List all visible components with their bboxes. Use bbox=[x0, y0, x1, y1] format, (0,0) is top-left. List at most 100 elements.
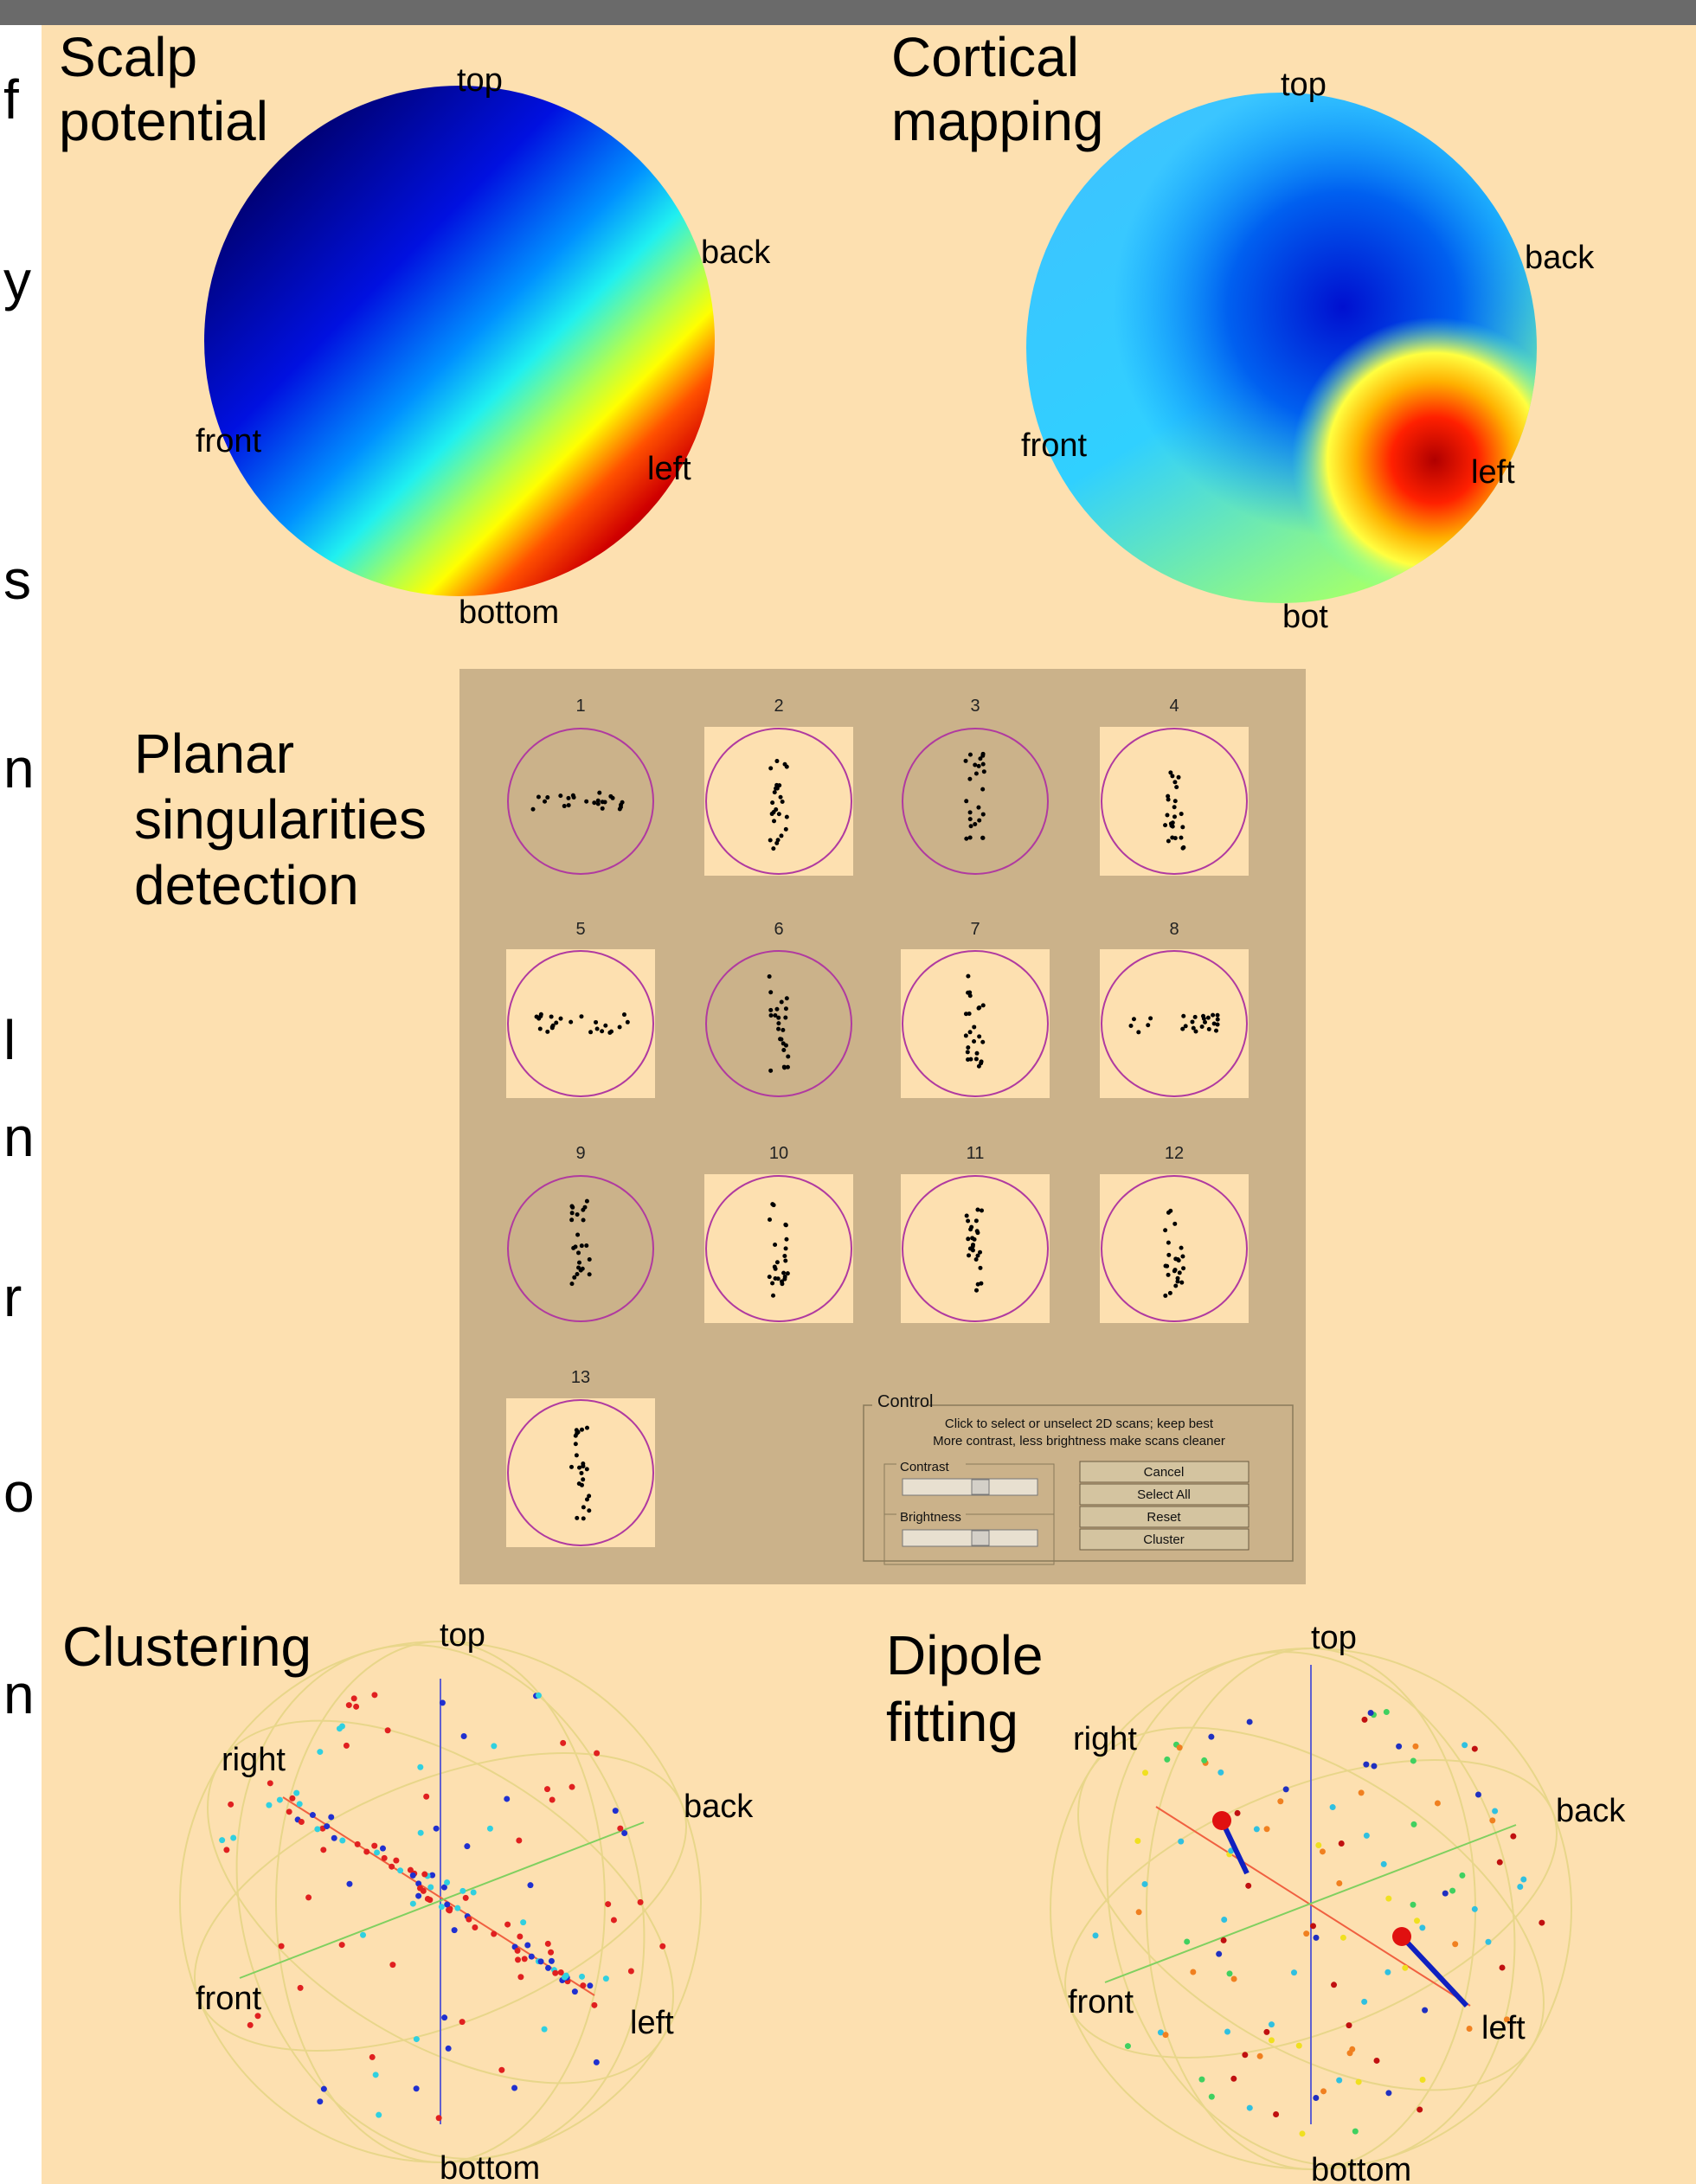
scan[interactable]: 4 bbox=[1100, 697, 1249, 876]
scan-dot bbox=[1174, 785, 1179, 790]
control-instruction: More contrast, less brightness make scan… bbox=[933, 1434, 1225, 1449]
scan-dot bbox=[976, 763, 981, 768]
scan[interactable]: 1 bbox=[507, 697, 654, 875]
data-dot bbox=[486, 1825, 493, 1832]
scan-dot bbox=[973, 762, 978, 768]
orientation-label: right bbox=[1073, 1721, 1137, 1757]
scan-dot bbox=[967, 752, 973, 757]
data-dot bbox=[1291, 1969, 1298, 1976]
scan-dot bbox=[784, 996, 789, 1001]
data-dot bbox=[504, 1795, 511, 1802]
scan-dot bbox=[570, 793, 575, 798]
scan-dot bbox=[575, 1212, 580, 1217]
scan-dot bbox=[1179, 835, 1184, 840]
scan-dot bbox=[573, 1433, 578, 1438]
data-dot bbox=[1141, 1880, 1148, 1887]
scan-dot bbox=[587, 1272, 592, 1277]
scan-dot bbox=[774, 807, 779, 813]
scan-dot bbox=[975, 1230, 980, 1236]
scan[interactable]: 8 bbox=[1100, 920, 1249, 1098]
data-dot bbox=[1410, 1757, 1417, 1764]
scan-number: 10 bbox=[769, 1144, 788, 1163]
scan-dot bbox=[625, 1019, 630, 1025]
data-dot bbox=[1452, 1941, 1459, 1948]
scan-dot bbox=[594, 1026, 600, 1031]
scan-number: 7 bbox=[970, 920, 980, 939]
scan-dot bbox=[566, 803, 571, 808]
data-dot bbox=[446, 1907, 453, 1914]
scan-number: 13 bbox=[571, 1368, 590, 1387]
button[interactable]: Cluster bbox=[1079, 1528, 1250, 1551]
scan-dot bbox=[538, 1012, 543, 1017]
scan[interactable]: 5 bbox=[506, 920, 655, 1098]
data-dot bbox=[1329, 1804, 1336, 1811]
data-dot bbox=[1471, 1905, 1478, 1912]
data-dot bbox=[354, 1840, 361, 1847]
scan-dot bbox=[581, 1505, 586, 1510]
text-fragment: l bbox=[3, 1009, 16, 1071]
data-dot bbox=[1092, 1932, 1099, 1939]
data-dot bbox=[1336, 2077, 1343, 2084]
scan-dot bbox=[964, 799, 969, 804]
scan[interactable]: 13 bbox=[506, 1368, 655, 1547]
data-dot bbox=[1201, 1757, 1208, 1763]
scan[interactable]: 2 bbox=[704, 697, 853, 876]
scan-dot bbox=[768, 838, 773, 843]
data-dot bbox=[472, 1924, 479, 1931]
button[interactable]: Select All bbox=[1079, 1483, 1250, 1506]
data-dot bbox=[346, 1880, 353, 1887]
data-dot bbox=[1361, 1998, 1368, 2005]
scan-background bbox=[901, 1174, 1050, 1323]
scan-dot bbox=[575, 1232, 581, 1237]
scan[interactable]: 7 bbox=[901, 920, 1050, 1098]
data-dot bbox=[1310, 1923, 1317, 1930]
scan-dot bbox=[776, 1021, 781, 1026]
button[interactable]: Reset bbox=[1079, 1506, 1250, 1528]
scan-dot bbox=[572, 1275, 577, 1280]
data-dot bbox=[491, 1930, 498, 1937]
data-dot bbox=[517, 1974, 524, 1981]
scan-dot bbox=[782, 1254, 787, 1259]
scan[interactable]: 11 bbox=[901, 1144, 1050, 1323]
data-dot bbox=[369, 2053, 376, 2060]
scan[interactable]: 3 bbox=[902, 697, 1049, 875]
scan-dot bbox=[966, 1045, 971, 1050]
scan-dot bbox=[771, 846, 776, 851]
scan-dot bbox=[584, 1243, 589, 1248]
panel-title: Clustering bbox=[62, 1616, 312, 1678]
scan-dot bbox=[783, 1015, 788, 1020]
data-dot bbox=[1361, 1716, 1368, 1723]
data-dot bbox=[1412, 1743, 1419, 1750]
scan-dot bbox=[588, 1030, 594, 1035]
scan-dot bbox=[973, 771, 979, 776]
data-dot bbox=[1230, 1975, 1237, 1982]
orientation-label: left bbox=[1471, 454, 1515, 491]
data-dot bbox=[1313, 2095, 1320, 2102]
button-face bbox=[1079, 1461, 1250, 1483]
data-dot bbox=[416, 1885, 423, 1892]
button[interactable]: Cancel bbox=[1079, 1461, 1250, 1483]
scan-circle bbox=[705, 950, 852, 1097]
data-dot bbox=[1396, 1743, 1403, 1750]
data-dot bbox=[1373, 2057, 1380, 2064]
data-dot bbox=[309, 1812, 316, 1819]
scan-dot bbox=[594, 1019, 599, 1025]
data-dot bbox=[580, 1982, 587, 1989]
scan-dot bbox=[969, 1224, 974, 1230]
data-dot bbox=[1124, 2043, 1131, 2050]
panel-title: potential bbox=[59, 90, 268, 152]
data-dot bbox=[393, 1857, 400, 1864]
slider-label-bg bbox=[896, 1459, 966, 1473]
scan-dot bbox=[1199, 1025, 1205, 1030]
data-dot bbox=[439, 1699, 446, 1706]
scrollbar[interactable] bbox=[902, 1529, 1038, 1547]
data-dot bbox=[1499, 1964, 1506, 1971]
scan-dot bbox=[767, 1275, 772, 1280]
data-dot bbox=[317, 1749, 324, 1756]
scan[interactable]: 10 bbox=[704, 1144, 853, 1323]
scrollbar[interactable] bbox=[902, 1478, 1038, 1496]
scan[interactable]: 6 bbox=[705, 920, 852, 1097]
scan[interactable]: 12 bbox=[1100, 1144, 1249, 1323]
scan[interactable]: 9 bbox=[507, 1144, 654, 1322]
scan-background bbox=[901, 949, 1050, 1098]
